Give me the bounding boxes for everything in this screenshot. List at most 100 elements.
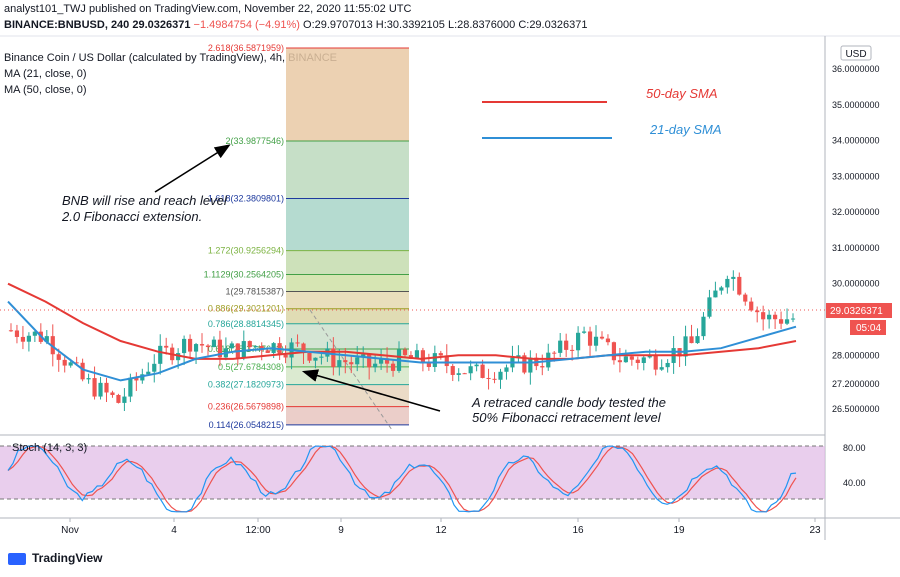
candle-body xyxy=(14,330,20,337)
candle-body xyxy=(182,338,187,354)
candle-body xyxy=(605,338,611,343)
candle-body xyxy=(486,377,491,379)
fib-zone-band xyxy=(286,406,409,425)
fib-zone-band xyxy=(286,141,409,199)
note-rise-line1: BNB will rise and reach level xyxy=(62,193,228,208)
candle-body xyxy=(20,336,26,342)
candle-body xyxy=(146,371,151,375)
time-axis[interactable]: Nov 4 12:00 9 12 16 19 23 xyxy=(61,518,821,536)
candle-body xyxy=(617,360,622,363)
candle-body xyxy=(331,348,336,368)
candle-body xyxy=(593,336,599,346)
candle-body xyxy=(140,374,145,381)
fib-level-label: 0.382(27.1820973) xyxy=(208,380,284,390)
candle-body xyxy=(432,353,437,368)
candle-body xyxy=(719,287,724,291)
candle-body xyxy=(611,342,617,361)
tradingview-logo-mark xyxy=(8,553,26,565)
candle-body xyxy=(480,364,485,378)
ma50-legend[interactable]: MA (50, close, 0) xyxy=(4,84,87,96)
candle-body xyxy=(134,377,139,381)
stoch-tick-40: 40.00 xyxy=(843,478,866,488)
candle-body xyxy=(653,355,658,370)
stoch-tick-80: 80.00 xyxy=(843,443,866,453)
candle-body xyxy=(641,357,646,363)
tradingview-logo[interactable] xyxy=(8,553,26,565)
candle-body xyxy=(295,342,300,344)
time-tick: Nov xyxy=(61,525,79,536)
fib-zone-band xyxy=(286,366,409,385)
candle-body xyxy=(498,371,503,380)
chart-title: Binance Coin / US Dollar (calculated by … xyxy=(4,52,338,64)
candle-body xyxy=(361,354,366,358)
candle-body xyxy=(349,362,354,365)
fib-level-label: 0.236(26.5679898) xyxy=(208,402,284,412)
stoch-k-line xyxy=(7,445,797,513)
currency-badge-label: USD xyxy=(845,49,866,60)
fib-zone-band xyxy=(286,47,409,142)
candle-body xyxy=(307,352,312,361)
candle-body xyxy=(773,314,778,320)
candle-body xyxy=(247,341,252,348)
fib-zone-band xyxy=(286,308,409,324)
candle-body xyxy=(444,355,449,367)
candle-body xyxy=(683,336,688,357)
candle-body xyxy=(379,358,384,364)
stochastic-pane[interactable]: Stoch (14, 3, 3) 80.00 40.00 xyxy=(0,442,866,513)
candle-body xyxy=(8,330,14,332)
candle-body xyxy=(725,278,730,288)
ma21-legend[interactable]: MA (21, close, 0) xyxy=(4,68,87,80)
candle-body xyxy=(193,344,199,352)
countdown-tag xyxy=(850,320,886,335)
candle-body xyxy=(695,336,700,344)
fib-level-label: 0.618(28.1747643) xyxy=(208,344,284,354)
countdown-label: 05:04 xyxy=(856,323,881,334)
price-axis[interactable]: 36.0000000 35.0000000 34.0000000 33.0000000… xyxy=(832,64,880,414)
price-tick: 28.0000000 xyxy=(832,350,880,360)
time-tick: 12:00 xyxy=(245,525,270,536)
candle-body xyxy=(110,392,115,395)
candle-body xyxy=(367,354,372,368)
price-tick: 27.2000000 xyxy=(832,379,880,389)
candle-body xyxy=(104,382,109,393)
fib-level-label: 1(29.7815387) xyxy=(225,287,284,297)
candle-body xyxy=(564,340,569,350)
candle-body xyxy=(343,360,348,363)
candle-body xyxy=(755,310,760,313)
price-tick: 33.0000000 xyxy=(832,171,880,181)
candle-body xyxy=(546,352,551,368)
fib-level-label: 0.114(26.0548215) xyxy=(209,420,284,430)
candle-body xyxy=(205,345,211,348)
candle-body xyxy=(701,316,706,337)
publish-info: analyst101_TWJ published on TradingView.… xyxy=(4,3,412,15)
candle-body xyxy=(522,355,527,373)
candle-body xyxy=(778,319,784,324)
candle-body xyxy=(599,336,605,339)
candle-body xyxy=(74,362,79,364)
note-retrace-line2: 50% Fibonacci retracement level xyxy=(472,410,662,425)
stoch-band xyxy=(0,446,825,499)
fib-zone-band xyxy=(286,323,409,350)
price-tick: 32.0000000 xyxy=(832,207,880,217)
candle-body xyxy=(665,362,670,368)
tradingview-wordmark: TradingView xyxy=(32,551,103,565)
fib-zone-band xyxy=(286,198,409,251)
candle-body xyxy=(474,364,479,367)
currency-badge[interactable] xyxy=(840,45,872,61)
candle-body xyxy=(373,363,378,368)
candle-body xyxy=(122,396,127,403)
candle-body xyxy=(176,353,181,361)
fib-level-label: 1.272(30.9256294) xyxy=(208,246,284,256)
candle-body xyxy=(199,344,205,346)
candle-body xyxy=(581,331,587,333)
candle-body xyxy=(384,358,390,364)
fibonacci-extension-tool[interactable]: 2.618(36.5871959) 2(33.9877546) 1.618(32.3… xyxy=(204,43,409,431)
fib-zone-band xyxy=(286,274,409,292)
candle-body xyxy=(98,382,103,397)
candle-body xyxy=(355,357,360,365)
candle-body xyxy=(707,297,712,317)
candle-body xyxy=(217,339,223,358)
candle-body xyxy=(229,343,234,349)
candle-body xyxy=(80,362,85,380)
